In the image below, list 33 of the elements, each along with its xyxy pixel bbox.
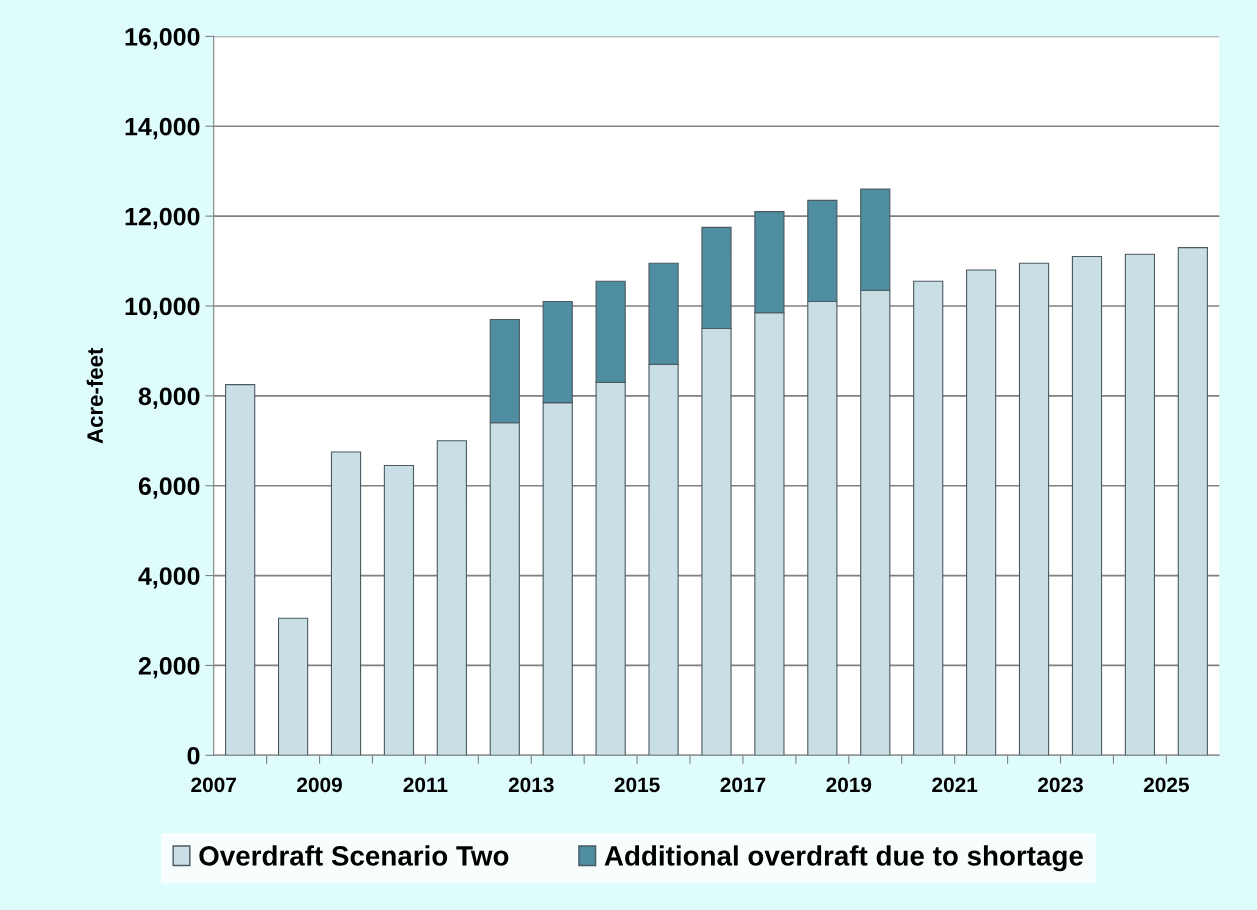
x-tick-label: 2023 — [1038, 777, 1083, 793]
y-tick-label: 0 — [187, 746, 200, 765]
bar — [225, 384, 256, 756]
x-tick-label: 2025 — [1143, 777, 1189, 793]
bar — [383, 464, 415, 756]
y-axis-title: Acre-feet — [86, 347, 103, 444]
y-tick-label: 4,000 — [138, 567, 200, 589]
x-tick-label: 2013 — [508, 777, 554, 793]
bar — [966, 269, 997, 756]
y-tick-label: 2,000 — [138, 657, 200, 679]
bar — [1177, 247, 1208, 756]
bar — [330, 451, 362, 756]
y-tick-label: 12,000 — [125, 207, 200, 230]
bar — [1018, 262, 1050, 756]
x-tick-label: 2015 — [614, 777, 660, 793]
bar — [436, 440, 467, 756]
legend-label: Additional overdraft due to shortage — [604, 845, 1083, 872]
legend-label: Overdraft Scenario Two — [199, 845, 509, 866]
bar — [1124, 253, 1156, 756]
bar — [1071, 256, 1103, 756]
x-tick-label: 2009 — [297, 777, 342, 793]
x-tick-label: 2007 — [191, 777, 236, 793]
y-tick-label: 16,000 — [125, 28, 200, 50]
bar — [913, 280, 944, 756]
y-tick-label: 8,000 — [138, 387, 200, 409]
x-tick-label: 2011 — [403, 777, 448, 793]
y-tick-label: 14,000 — [125, 117, 200, 140]
x-tick-label: 2021 — [932, 777, 978, 793]
x-tick-label: 2017 — [720, 777, 766, 793]
x-tick-label: 2019 — [826, 777, 872, 793]
bar — [277, 617, 309, 756]
y-tick-label: 10,000 — [125, 297, 200, 319]
y-tick-label: 6,000 — [138, 477, 200, 499]
